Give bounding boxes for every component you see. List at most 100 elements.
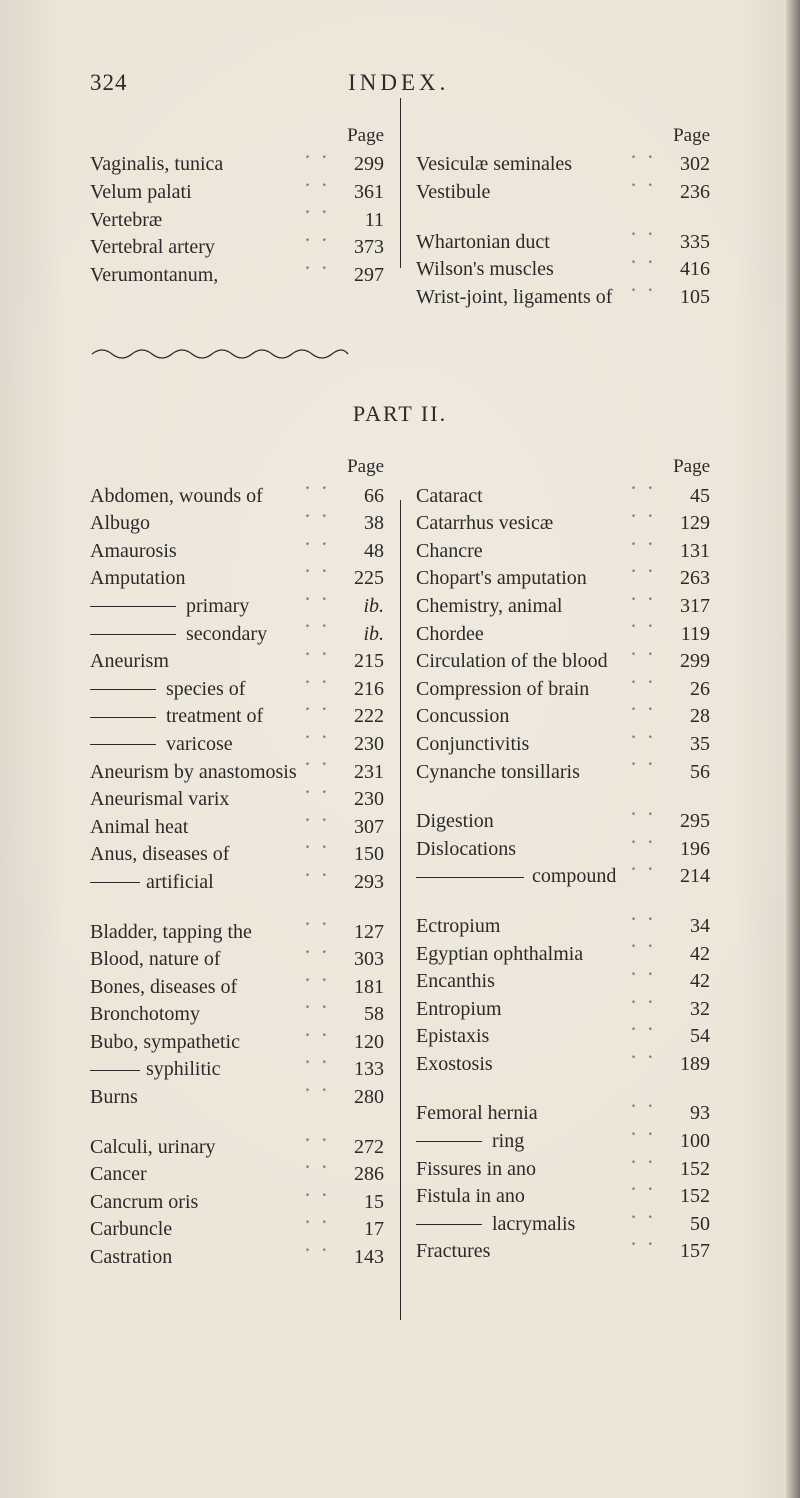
blank-line — [416, 206, 710, 228]
index-page-ref: 131 — [662, 539, 710, 565]
index-entry: Cancer286 — [90, 1160, 384, 1188]
leader-dots — [580, 758, 662, 778]
index-entry: Amputation225 — [90, 564, 384, 592]
index-page-ref: 26 — [662, 677, 710, 703]
index-page-ref: 105 — [662, 285, 710, 311]
blank-line — [90, 1111, 384, 1133]
index-term: Fractures — [416, 1239, 490, 1265]
leader-dots — [493, 1050, 662, 1070]
index-entry: Castration143 — [90, 1243, 384, 1271]
index-term: Chancre — [416, 539, 483, 565]
index-term: Blood, nature of — [90, 947, 221, 973]
leader-dots — [150, 509, 336, 529]
index-term: syphilitic — [90, 1057, 220, 1083]
index-page-ref: 48 — [336, 539, 384, 565]
index-page-ref: 280 — [336, 1085, 384, 1111]
leader-dots — [502, 995, 662, 1015]
index-term: Velum palati — [90, 180, 192, 206]
index-page-ref: 42 — [662, 969, 710, 995]
index-entry: Chopart's amputation263 — [416, 564, 710, 592]
index-page-ref: 42 — [662, 942, 710, 968]
index-entry: Cataract45 — [416, 482, 710, 510]
index-entry: compound214 — [416, 862, 710, 890]
index-term: compound — [416, 864, 616, 890]
index-entry: Verumontanum,297 — [90, 261, 384, 289]
index-top-right-column: Page Vesiculæ seminales302Vestibule236Wh… — [416, 124, 710, 310]
index-entry: syphilitic 133 — [90, 1055, 384, 1083]
index-page-ref: 373 — [336, 235, 384, 261]
index-term: Cynanche tonsillaris — [416, 760, 580, 786]
index-entry: Carbuncle17 — [90, 1215, 384, 1243]
index-entry: Cancrum oris15 — [90, 1188, 384, 1216]
index-page-ref: 129 — [662, 511, 710, 537]
index-term: species of — [90, 677, 245, 703]
leader-dots — [218, 261, 336, 281]
index-entry: Aneurismal varix230 — [90, 785, 384, 813]
leader-dots — [538, 1099, 662, 1119]
page-label: Page — [416, 455, 710, 479]
part-title: PART II. — [90, 401, 710, 427]
running-header: 324 INDEX. — [90, 70, 710, 96]
index-entry: Anus, diseases of150 — [90, 840, 384, 868]
index-term: Animal heat — [90, 815, 188, 841]
leader-dots — [553, 509, 662, 529]
index-page-ref: 361 — [336, 180, 384, 206]
page-label: Page — [90, 455, 384, 479]
index-entry: treatment of222 — [90, 702, 384, 730]
leader-dots — [484, 620, 662, 640]
index-term: Chemistry, animal — [416, 594, 562, 620]
index-part2-left-column: Page Abdomen, wounds of66Albugo38Amauros… — [90, 455, 384, 1270]
index-term: Entropium — [416, 997, 502, 1023]
index-entry: varicose230 — [90, 730, 384, 758]
index-term: Abdomen, wounds of — [90, 484, 263, 510]
index-term: Vertebræ — [90, 208, 162, 234]
leader-dots — [138, 1083, 336, 1103]
index-page-ref: 299 — [336, 152, 384, 178]
index-page-ref: 307 — [336, 815, 384, 841]
index-entry: lacrymalis50 — [416, 1210, 710, 1238]
leader-dots — [177, 537, 336, 557]
index-page-ref: 303 — [336, 947, 384, 973]
leader-dots — [583, 940, 662, 960]
leader-dots — [550, 228, 662, 248]
index-page-ref: 295 — [662, 809, 710, 835]
index-term: Chopart's amputation — [416, 566, 587, 592]
index-entry: Fissures in ano152 — [416, 1155, 710, 1183]
leader-dots — [198, 1188, 336, 1208]
index-page-ref: 297 — [336, 263, 384, 289]
index-page-ref: 28 — [662, 704, 710, 730]
index-term: Wilson's muscles — [416, 257, 554, 283]
index-page-ref: 133 — [336, 1057, 384, 1083]
index-page-ref: 50 — [662, 1212, 710, 1238]
index-entry: Exostosis189 — [416, 1050, 710, 1078]
index-entry: Burns280 — [90, 1083, 384, 1111]
index-term: secondary — [90, 622, 267, 648]
index-entry: primaryib. — [90, 592, 384, 620]
index-term: Fistula in ano — [416, 1184, 525, 1210]
index-page-ref: 11 — [336, 208, 384, 234]
index-term: Digestion — [416, 809, 494, 835]
index-term: Anus, diseases of — [90, 842, 229, 868]
leader-dots — [525, 1182, 662, 1202]
index-entry: Encanthis42 — [416, 967, 710, 995]
index-entry: Animal heat 307 — [90, 813, 384, 841]
index-page-ref: 15 — [336, 1190, 384, 1216]
leader-dots — [483, 537, 662, 557]
index-term: artificial — [90, 870, 214, 896]
leader-dots — [240, 1028, 336, 1048]
index-term: Chordee — [416, 622, 484, 648]
index-entry: secondaryib. — [90, 620, 384, 648]
index-entry: Vaginalis, tunica299 — [90, 150, 384, 178]
index-page-ref: 93 — [662, 1101, 710, 1127]
index-entry: Aneurism by anastomosis231 — [90, 758, 384, 786]
leader-dots — [233, 730, 336, 750]
index-term: Cataract — [416, 484, 483, 510]
page-right-edge-shadow — [786, 0, 800, 1498]
index-entry: Velum palati 361 — [90, 178, 384, 206]
leader-dots — [529, 730, 662, 750]
index-entry: ring100 — [416, 1127, 710, 1155]
index-term: Amaurosis — [90, 539, 177, 565]
index-entry: Entropium32 — [416, 995, 710, 1023]
leader-dots — [162, 206, 336, 226]
index-page-ref: 236 — [662, 180, 710, 206]
